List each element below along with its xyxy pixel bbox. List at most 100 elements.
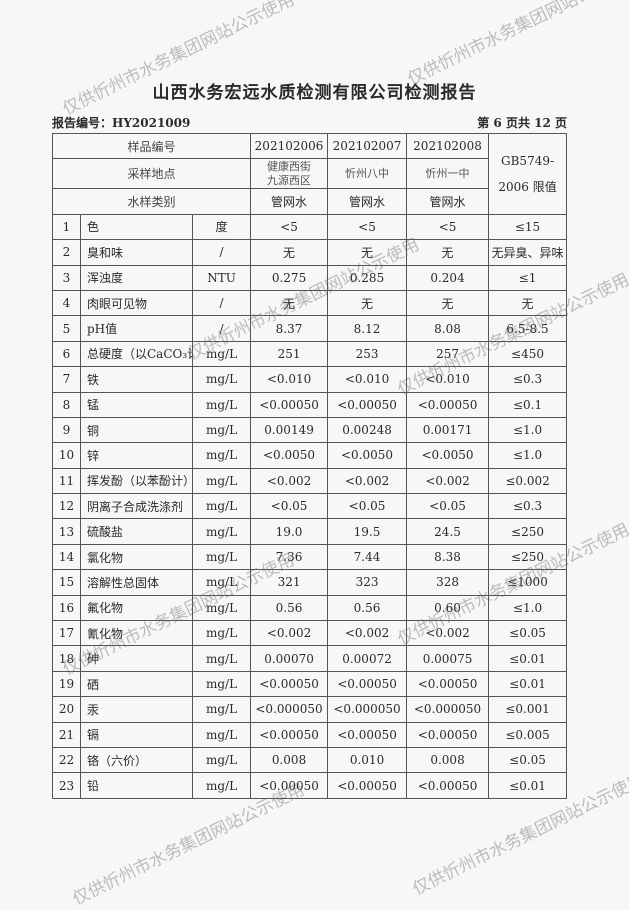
row-number: 10 (52, 442, 81, 469)
limit-value: 无 (488, 289, 568, 317)
table-row: 7 铁 mg/L <0.010 <0.010 <0.010 ≤0.3 (52, 366, 568, 393)
sample-value: 0.00171 (406, 416, 490, 444)
sample-value: <0.010 (406, 366, 490, 393)
sample-value: <0.0050 (406, 442, 490, 469)
sample-value: 7.44 (327, 543, 408, 571)
sample-value: 8.08 (406, 315, 490, 342)
sample-value: 0.00070 (250, 645, 329, 672)
sample-value: 19.0 (250, 518, 329, 545)
sample-value: <0.002 (327, 467, 408, 495)
item-name: pH值 (80, 315, 193, 342)
sample-id-row: 样品编号 202102006 202102007 202102008 GB574… (51, 132, 568, 215)
unit: mg/L (191, 493, 252, 520)
table-row: 21 镉 mg/L <0.00050 <0.00050 <0.00050 ≤0.005 (52, 721, 568, 748)
table-row: 10 锌 mg/L <0.0050 <0.0050 <0.0050 ≤1.0 (52, 442, 568, 469)
limit-value: 无异臭、异味 (488, 239, 568, 266)
table-row: 5 pH值/8.37 8.12 8.08 6.5-8.5 (52, 315, 568, 342)
table-row: 22 铬（六价） mg/L 0.008 0.010 0.008 ≤0.05 (52, 746, 568, 774)
sample-value: 无 (250, 239, 329, 266)
table-row: 20 汞 mg/L <0.000050 <0.000050 <0.000050 ≤0.001 (52, 696, 568, 723)
sample-value: 0.275 (250, 264, 329, 291)
row-number: 2 (52, 239, 81, 266)
sample-value: 257 (406, 340, 490, 368)
unit: mg/L (191, 340, 252, 368)
row-number: 15 (52, 569, 81, 596)
unit: mg/L (191, 391, 252, 418)
limit-value: ≤250 (488, 518, 568, 545)
item-name: 铬（六价） (80, 746, 193, 774)
sample-value: 24.5 (406, 518, 490, 545)
sample-value: 19.5 (327, 518, 408, 545)
location-label: 采样地点 (51, 158, 252, 190)
sample-value: 323 (327, 569, 408, 596)
sample-value: 无 (327, 289, 408, 317)
sample-id: 202102008 (406, 132, 490, 160)
item-name: 氰化物 (80, 620, 193, 647)
sample-value: 0.56 (327, 594, 408, 622)
sample-value: 8.12 (327, 315, 408, 342)
item-name: 阴离子合成洗涤剂 (80, 493, 193, 520)
sample-value: 0.285 (327, 264, 408, 291)
limit-value: 6.5-8.5 (488, 315, 568, 342)
sample-value: 无 (406, 239, 490, 266)
limit-value: ≤0.005 (488, 721, 568, 748)
unit: mg/L (191, 721, 252, 748)
table-row: 23 铅 mg/L <0.00050 <0.00050 <0.00050 ≤0.01 (52, 772, 568, 799)
row-number: 21 (52, 721, 81, 748)
unit: mg/L (191, 645, 252, 672)
row-number: 18 (52, 645, 81, 672)
table-row: 15 溶解性总固体 mg/L 321 323 328 ≤1000 (52, 569, 568, 596)
sample-value: <0.00050 (406, 721, 490, 748)
item-name: 铁 (80, 366, 193, 393)
sample-id: 202102006 (250, 132, 329, 160)
sample-value: <0.05 (406, 493, 490, 520)
item-name: 铜 (80, 416, 193, 444)
unit: 度 (191, 213, 252, 241)
sample-value: <0.010 (327, 366, 408, 393)
sample-value: 0.00072 (327, 645, 408, 672)
item-name: 锰 (80, 391, 193, 418)
row-number: 1 (52, 213, 81, 241)
sample-location: 忻州八中 (327, 158, 408, 190)
sample-value: 321 (250, 569, 329, 596)
sample-value: 328 (406, 569, 490, 596)
limit-value: ≤250 (488, 543, 568, 571)
unit: mg/L (191, 442, 252, 469)
sample-value: <5 (327, 213, 408, 241)
sample-type: 管网水 (406, 188, 490, 215)
unit: mg/L (191, 366, 252, 393)
table-row: 14 氯化物 mg/L 7.36 7.44 8.38 ≤250 (52, 543, 568, 571)
sample-value: <0.00050 (327, 670, 408, 698)
sample-value: <0.00050 (250, 391, 329, 418)
sample-value: 无 (406, 289, 490, 317)
sample-value: <0.00050 (406, 670, 490, 698)
table-row: 12 阴离子合成洗涤剂 mg/L <0.05 <0.05 <0.05 ≤0.3 (52, 493, 568, 520)
sample-value: 无 (327, 239, 408, 266)
sample-value: <0.05 (327, 493, 408, 520)
report-title: 山西水务宏远水质检测有限公司检测报告 (152, 83, 477, 103)
sample-value: 253 (327, 340, 408, 368)
item-name: 臭和味 (80, 239, 193, 266)
sample-value: <0.05 (250, 493, 329, 520)
sample-value: <0.0050 (250, 442, 329, 469)
table-row: 19 硒 mg/L <0.00050 <0.00050 <0.00050 ≤0.01 (52, 670, 568, 698)
sample-id-label: 样品编号 (51, 132, 252, 160)
sample-value: 0.010 (327, 746, 408, 774)
limit-value: ≤1.0 (488, 594, 568, 622)
row-number: 7 (52, 366, 81, 393)
unit: mg/L (191, 569, 252, 596)
row-number: 8 (52, 391, 81, 418)
row-number: 23 (52, 772, 81, 799)
sample-id: 202102007 (327, 132, 408, 160)
item-name: 锌 (80, 442, 193, 469)
table-row: 13 硫酸盐 mg/L 19.0 19.5 24.5 ≤250 (52, 518, 568, 545)
unit: mg/L (191, 746, 252, 774)
row-number: 11 (52, 467, 81, 495)
unit: mg/L (191, 772, 252, 799)
sample-value: <0.002 (406, 467, 490, 495)
item-name: 铅 (80, 772, 193, 799)
sample-value: <0.00050 (327, 772, 408, 799)
item-name: 溶解性总固体 (80, 569, 193, 596)
sample-value: <0.010 (250, 366, 329, 393)
